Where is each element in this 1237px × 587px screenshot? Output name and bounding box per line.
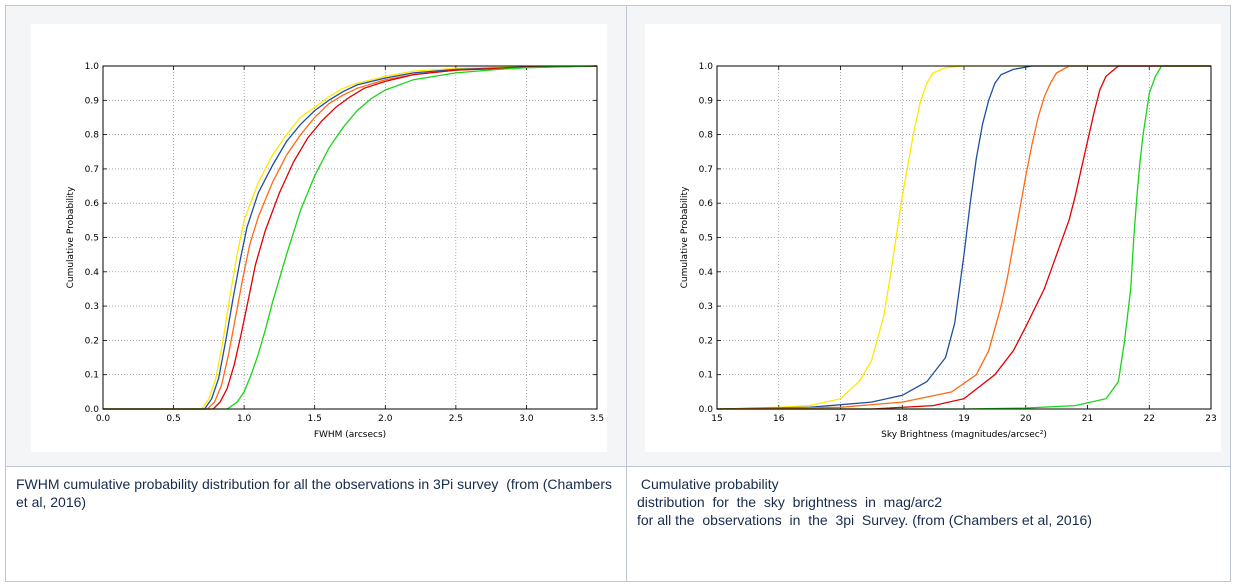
y-tick-label: 0.4 bbox=[699, 268, 714, 278]
x-tick-label: 18 bbox=[897, 414, 909, 424]
series-line-3 bbox=[716, 65, 1211, 410]
y-tick-label: 0.8 bbox=[85, 131, 100, 141]
sky-brightness-chart-svg: 15 16 17 18 19 20 21 22 23 0.0 0.1 0.2 0.3 0.4 0.5 0.6 0… bbox=[680, 62, 1217, 440]
sky-brightness-chart: 15 16 17 18 19 20 21 22 23 0.0 0.1 0.2 0.3 0.4 0.5 0.6 0… bbox=[645, 24, 1221, 452]
x-tick-label: 21 bbox=[1082, 414, 1093, 424]
y-axis-label: Cumulative Probability bbox=[66, 186, 76, 288]
x-axis-label: FWHM (arcsecs) bbox=[314, 430, 386, 440]
series-line-5 bbox=[103, 65, 598, 410]
x-tick-label: 19 bbox=[958, 414, 970, 424]
fwhm-caption: FWHM cumulative probability distribution… bbox=[16, 476, 616, 510]
series-line-4 bbox=[717, 65, 1211, 410]
y-tick-label: 0.0 bbox=[699, 405, 714, 415]
x-tick-label: 3.5 bbox=[590, 414, 604, 424]
x-axis-label: Sky Brightness (magnitudes/arcsec²) bbox=[881, 430, 1047, 440]
y-tick-label: 0.1 bbox=[699, 371, 713, 381]
x-tick-label: 2.5 bbox=[449, 414, 463, 424]
series-line-2 bbox=[716, 65, 1211, 410]
series-line-4 bbox=[103, 65, 598, 410]
x-tick-label: 3.0 bbox=[519, 414, 534, 424]
x-tick-label: 1.5 bbox=[308, 414, 322, 424]
y-axis-label: Cumulative Probability bbox=[680, 186, 690, 288]
y-tick-label: 0.1 bbox=[85, 371, 99, 381]
x-tick-label: 0.5 bbox=[166, 414, 180, 424]
left-chart-cell: 0.0 0.5 1.0 1.5 2.0 2.5 3.0 3.5 0.0 0.1 0.2 0.3 0.4 0… bbox=[5, 5, 627, 467]
y-tick-label: 0.3 bbox=[85, 302, 99, 312]
right-chart-cell: 15 16 17 18 19 20 21 22 23 0.0 0.1 0.2 0.3 0.4 0.5 0.6 0… bbox=[626, 5, 1231, 467]
series-line-2 bbox=[103, 65, 598, 410]
y-tick-label: 0.6 bbox=[85, 199, 100, 209]
x-tick-label: 22 bbox=[1144, 414, 1155, 424]
x-tick-label: 16 bbox=[773, 414, 785, 424]
y-tick-label: 1.0 bbox=[85, 62, 100, 72]
plot-frame bbox=[102, 65, 598, 410]
y-tick-label: 0.5 bbox=[699, 234, 713, 244]
fwhm-chart-svg: 0.0 0.5 1.0 1.5 2.0 2.5 3.0 3.5 0.0 0.1 0.2 0.3 0.4 0… bbox=[66, 62, 604, 440]
content-table: 0.0 0.5 1.0 1.5 2.0 2.5 3.0 3.5 0.0 0.1 0.2 0.3 0.4 0… bbox=[5, 5, 1231, 582]
y-tick-label: 0.3 bbox=[699, 302, 713, 312]
y-tick-label: 0.9 bbox=[699, 96, 714, 106]
y-tick-label: 0.5 bbox=[85, 234, 99, 244]
y-tick-label: 0.7 bbox=[85, 165, 99, 175]
y-tick-label: 0.9 bbox=[85, 96, 100, 106]
x-tick-label: 23 bbox=[1205, 414, 1216, 424]
x-tick-label: 1.0 bbox=[237, 414, 252, 424]
left-caption-cell: FWHM cumulative probability distribution… bbox=[5, 466, 627, 582]
y-tick-label: 0.4 bbox=[85, 268, 100, 278]
right-caption-cell: Cumulative probability distribution for … bbox=[626, 466, 1231, 582]
y-tick-label: 0.0 bbox=[85, 405, 100, 415]
x-tick-label: 17 bbox=[835, 414, 846, 424]
series-line-1 bbox=[716, 65, 1211, 410]
x-tick-label: 20 bbox=[1020, 414, 1032, 424]
fwhm-chart: 0.0 0.5 1.0 1.5 2.0 2.5 3.0 3.5 0.0 0.1 0.2 0.3 0.4 0… bbox=[31, 24, 607, 452]
y-tick-label: 1.0 bbox=[699, 62, 714, 72]
y-tick-label: 0.7 bbox=[699, 165, 713, 175]
sky-brightness-caption: Cumulative probability distribution for … bbox=[637, 476, 1092, 528]
y-tick-label: 0.8 bbox=[699, 131, 714, 141]
series-line-5 bbox=[717, 65, 1211, 410]
plot-frame bbox=[716, 65, 1212, 410]
x-tick-label: 2.0 bbox=[378, 414, 393, 424]
y-tick-label: 0.6 bbox=[699, 199, 714, 209]
x-tick-label: 15 bbox=[711, 414, 722, 424]
y-tick-label: 0.2 bbox=[699, 336, 713, 346]
y-tick-label: 0.2 bbox=[85, 336, 99, 346]
x-tick-label: 0.0 bbox=[96, 414, 111, 424]
series-line-1 bbox=[103, 65, 598, 410]
